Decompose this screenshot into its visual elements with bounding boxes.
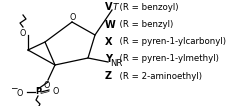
Text: W: W	[104, 20, 115, 30]
Text: Y: Y	[104, 54, 111, 64]
Text: O: O	[53, 86, 59, 96]
Text: X: X	[104, 37, 112, 47]
Text: O: O	[70, 13, 76, 22]
Text: NR: NR	[109, 59, 122, 68]
Text: (R = pyren-1-ylmethyl): (R = pyren-1-ylmethyl)	[113, 54, 218, 63]
Text: Z: Z	[104, 71, 111, 81]
Text: V: V	[104, 2, 112, 12]
Text: O: O	[20, 29, 26, 38]
Text: (R = pyren-1-ylcarbonyl): (R = pyren-1-ylcarbonyl)	[113, 37, 225, 46]
Text: (R = benzyl): (R = benzyl)	[113, 20, 172, 29]
Text: T: T	[112, 3, 117, 13]
Text: −: −	[10, 84, 18, 93]
Text: O: O	[17, 89, 23, 98]
Text: P: P	[35, 87, 41, 96]
Text: O: O	[44, 80, 50, 89]
Text: (R = 2-aminoethyl): (R = 2-aminoethyl)	[113, 72, 201, 81]
Text: (R = benzoyl): (R = benzoyl)	[113, 3, 177, 12]
